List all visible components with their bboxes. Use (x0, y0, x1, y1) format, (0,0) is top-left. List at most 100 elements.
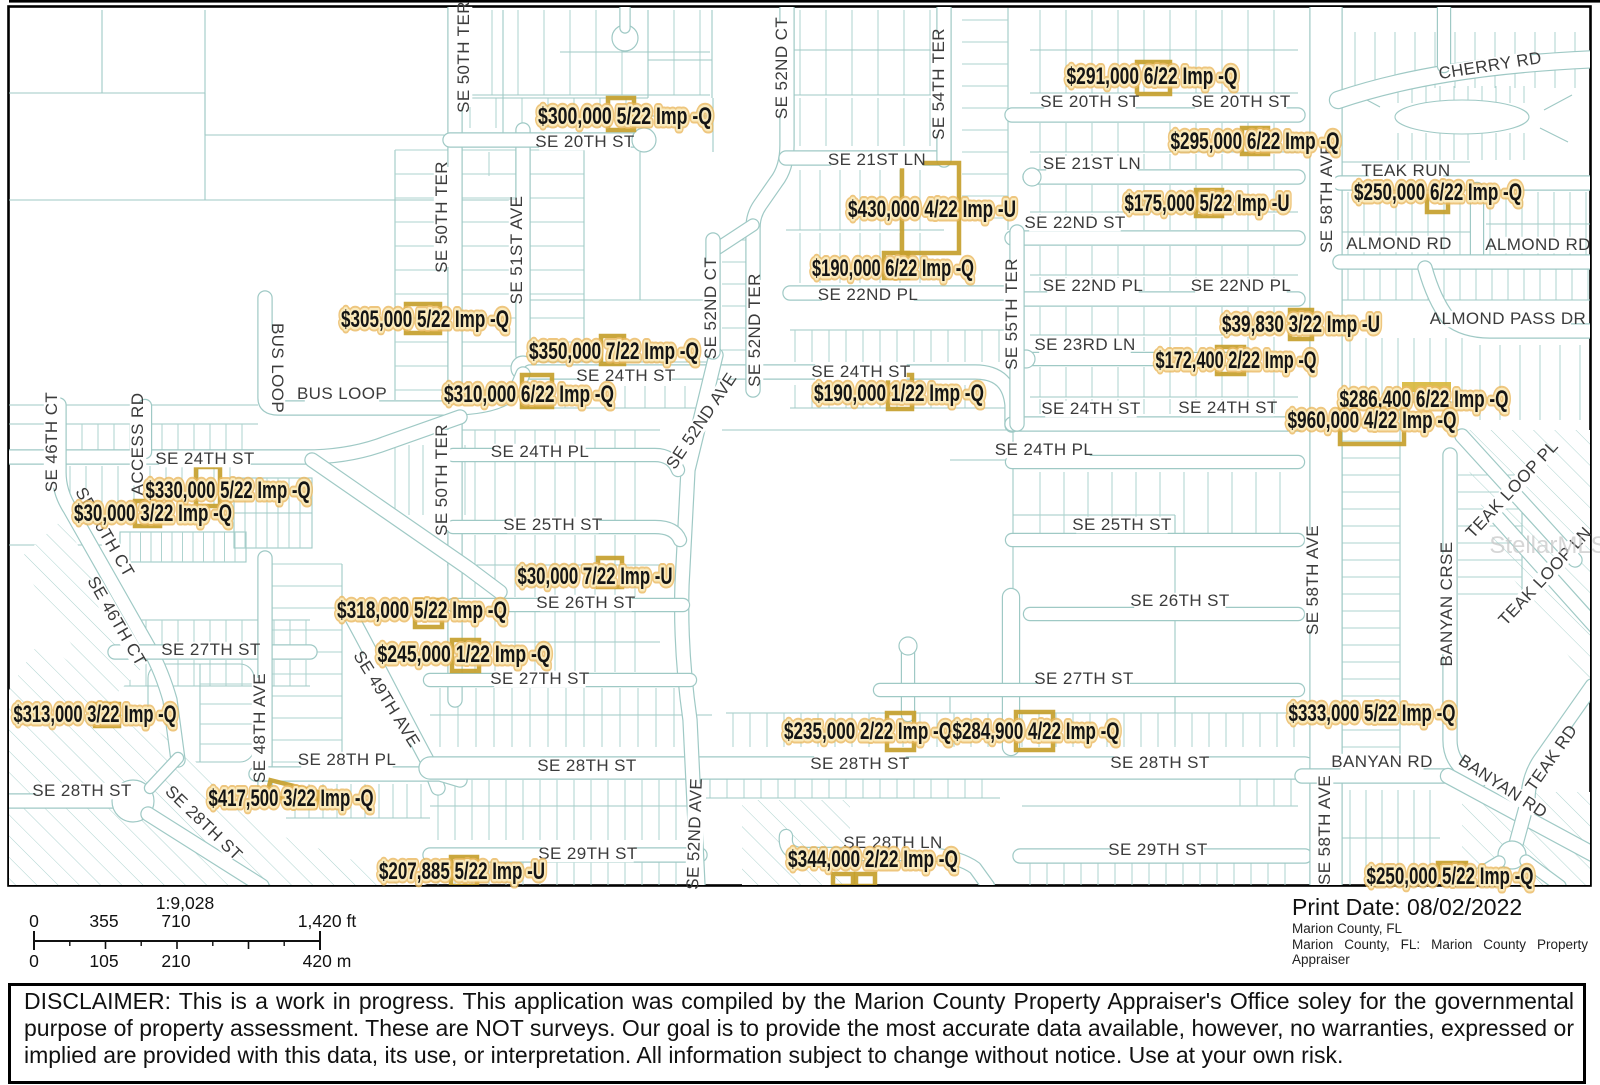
svg-text:$330,000 5/22 Imp -Q: $330,000 5/22 Imp -Q (146, 477, 311, 504)
svg-text:SE 28TH PL: SE 28TH PL (298, 750, 397, 769)
svg-text:$30,000 3/22 Imp -Q: $30,000 3/22 Imp -Q (74, 500, 232, 527)
svg-text:$305,000 5/22 Imp -Q: $305,000 5/22 Imp -Q (341, 306, 509, 333)
svg-text:$295,000 6/22 Imp -Q: $295,000 6/22 Imp -Q (1171, 128, 1340, 155)
svg-text:SE 20TH ST: SE 20TH ST (535, 132, 634, 151)
svg-text:$305,000 5/22 Imp -Q: $305,000 5/22 Imp -Q (341, 306, 509, 333)
svg-text:$207,885 5/22 Imp -U: $207,885 5/22 Imp -U (379, 858, 545, 885)
svg-text:$286,400 6/22 Imp -Q: $286,400 6/22 Imp -Q (1340, 386, 1509, 413)
svg-text:$250,000 6/22 Imp -Q: $250,000 6/22 Imp -Q (1354, 179, 1522, 206)
svg-text:$344,000 2/22 Imp -Q: $344,000 2/22 Imp -Q (788, 846, 958, 873)
svg-text:SE 54TH TER: SE 54TH TER (929, 28, 948, 140)
svg-text:$39,830 3/22 Imp -U: $39,830 3/22 Imp -U (1222, 311, 1380, 338)
svg-text:ALMOND RD: ALMOND RD (1485, 235, 1591, 254)
svg-text:SE 20TH ST: SE 20TH ST (1040, 92, 1139, 111)
svg-text:$250,000 6/22 Imp -Q: $250,000 6/22 Imp -Q (1354, 179, 1522, 206)
svg-text:$291,000 6/22 Imp -Q: $291,000 6/22 Imp -Q (1067, 63, 1238, 90)
svg-text:$310,000 6/22 Imp -Q: $310,000 6/22 Imp -Q (444, 381, 614, 408)
svg-text:SE 58TH AVE: SE 58TH AVE (1315, 775, 1334, 885)
svg-text:SE 55TH TER: SE 55TH TER (1002, 258, 1021, 370)
svg-text:$318,000 5/22 Imp -Q: $318,000 5/22 Imp -Q (337, 597, 507, 624)
svg-text:$417,500 3/22 Imp -Q: $417,500 3/22 Imp -Q (209, 785, 374, 812)
svg-text:$250,000 5/22 Imp -Q: $250,000 5/22 Imp -Q (1367, 863, 1534, 890)
svg-text:0: 0 (29, 951, 39, 971)
svg-text:$286,400 6/22 Imp -Q: $286,400 6/22 Imp -Q (1340, 386, 1509, 413)
svg-text:$207,885 5/22 Imp -U: $207,885 5/22 Imp -U (379, 858, 545, 885)
svg-text:$30,000 3/22 Imp -Q: $30,000 3/22 Imp -Q (74, 500, 232, 527)
svg-text:SE 58TH AVE: SE 58TH AVE (1317, 143, 1336, 253)
svg-text:105: 105 (89, 951, 118, 971)
svg-text:$175,000 5/22 Imp -U: $175,000 5/22 Imp -U (1125, 190, 1290, 217)
svg-text:$300,000 5/22 Imp -Q: $300,000 5/22 Imp -Q (538, 103, 712, 130)
svg-text:710: 710 (161, 911, 190, 931)
svg-text:$295,000 6/22 Imp -Q: $295,000 6/22 Imp -Q (1171, 128, 1340, 155)
svg-text:$250,000 5/22 Imp -Q: $250,000 5/22 Imp -Q (1367, 863, 1534, 890)
svg-text:$333,000 5/22 Imp -Q: $333,000 5/22 Imp -Q (1289, 700, 1456, 727)
svg-text:SE 29TH ST: SE 29TH ST (538, 844, 637, 863)
svg-text:SE 21ST LN: SE 21ST LN (828, 150, 926, 169)
svg-text:BANYAN CRSE: BANYAN CRSE (1437, 541, 1456, 666)
svg-text:$250,000 5/22 Imp -Q: $250,000 5/22 Imp -Q (1367, 863, 1534, 890)
svg-text:$344,000 2/22 Imp -Q: $344,000 2/22 Imp -Q (788, 846, 958, 873)
svg-text:$291,000 6/22 Imp -Q: $291,000 6/22 Imp -Q (1067, 63, 1238, 90)
svg-text:$190,000 6/22 Imp -Q: $190,000 6/22 Imp -Q (812, 255, 974, 282)
svg-text:SE 52ND AVE: SE 52ND AVE (683, 778, 706, 890)
svg-text:$245,000 1/22 Imp -Q: $245,000 1/22 Imp -Q (378, 641, 551, 668)
svg-text:210: 210 (161, 951, 190, 971)
svg-text:$305,000 5/22 Imp -Q: $305,000 5/22 Imp -Q (341, 306, 509, 333)
svg-text:BUS LOOP: BUS LOOP (268, 323, 287, 413)
svg-text:$190,000 6/22 Imp -Q: $190,000 6/22 Imp -Q (812, 255, 974, 282)
svg-text:$172,400 2/22 Imp -Q: $172,400 2/22 Imp -Q (1156, 347, 1317, 374)
svg-text:SE 52ND TER: SE 52ND TER (745, 273, 764, 387)
svg-text:$175,000 5/22 Imp -U: $175,000 5/22 Imp -U (1125, 190, 1290, 217)
svg-text:$417,500 3/22 Imp -Q: $417,500 3/22 Imp -Q (209, 785, 374, 812)
svg-text:$190,000 6/22 Imp -Q: $190,000 6/22 Imp -Q (812, 255, 974, 282)
svg-text:SE 28TH ST: SE 28TH ST (810, 754, 909, 773)
svg-text:ACCESS RD: ACCESS RD (128, 393, 147, 496)
svg-text:$175,000 5/22 Imp -U: $175,000 5/22 Imp -U (1125, 190, 1290, 217)
svg-text:$430,000 4/22 Imp -U: $430,000 4/22 Imp -U (848, 196, 1016, 223)
svg-text:$30,000 7/22 Imp -U: $30,000 7/22 Imp -U (518, 563, 673, 590)
svg-text:SE 50TH TER: SE 50TH TER (432, 424, 451, 536)
svg-text:SE 27TH ST: SE 27TH ST (161, 640, 260, 659)
svg-text:355: 355 (89, 911, 118, 931)
svg-text:$190,000 1/22 Imp -Q: $190,000 1/22 Imp -Q (814, 380, 984, 407)
svg-text:$430,000 4/22 Imp -U: $430,000 4/22 Imp -U (848, 196, 1016, 223)
svg-text:$330,000 5/22 Imp -Q: $330,000 5/22 Imp -Q (146, 477, 311, 504)
svg-text:SE 50TH TER: SE 50TH TER (432, 161, 451, 273)
svg-text:$235,000 2/22 Imp -Q: $235,000 2/22 Imp -Q (784, 718, 952, 745)
svg-text:SE 28TH LN: SE 28TH LN (843, 833, 942, 852)
svg-text:$172,400 2/22 Imp -Q: $172,400 2/22 Imp -Q (1156, 347, 1317, 374)
svg-text:$190,000 1/22 Imp -Q: $190,000 1/22 Imp -Q (814, 380, 984, 407)
svg-text:$313,000 3/22 Imp -Q: $313,000 3/22 Imp -Q (14, 701, 177, 728)
svg-text:SE 25TH ST: SE 25TH ST (503, 515, 602, 534)
svg-text:0: 0 (29, 911, 39, 931)
svg-text:$960,000 4/22 Imp -Q: $960,000 4/22 Imp -Q (1288, 407, 1457, 434)
svg-text:SE 27TH ST: SE 27TH ST (1034, 669, 1133, 688)
svg-text:SE 58TH AVE: SE 58TH AVE (1303, 525, 1322, 635)
svg-text:$344,000 2/22 Imp -Q: $344,000 2/22 Imp -Q (788, 846, 958, 873)
svg-text:$284,900 4/22 Imp -Q: $284,900 4/22 Imp -Q (953, 718, 1120, 745)
svg-text:CHERRY RD: CHERRY RD (1437, 48, 1543, 83)
svg-text:ALMOND RD: ALMOND RD (1346, 234, 1452, 253)
svg-text:SE 27TH ST: SE 27TH ST (490, 669, 589, 688)
svg-text:SE 52ND CT: SE 52ND CT (772, 17, 791, 119)
svg-text:$313,000 3/22 Imp -Q: $313,000 3/22 Imp -Q (14, 701, 177, 728)
svg-text:$235,000 2/22 Imp -Q: $235,000 2/22 Imp -Q (784, 718, 952, 745)
svg-text:$318,000 5/22 Imp -Q: $318,000 5/22 Imp -Q (337, 597, 507, 624)
svg-text:SE 22ND PL: SE 22ND PL (1191, 276, 1291, 295)
svg-text:$350,000 7/22 Imp -Q: $350,000 7/22 Imp -Q (529, 338, 699, 365)
svg-text:SE 21ST LN: SE 21ST LN (1043, 154, 1141, 173)
svg-text:SE 29TH ST: SE 29TH ST (1108, 840, 1207, 859)
svg-text:$350,000 7/22 Imp -Q: $350,000 7/22 Imp -Q (529, 338, 699, 365)
svg-text:$960,000 4/22 Imp -Q: $960,000 4/22 Imp -Q (1288, 407, 1457, 434)
svg-text:$291,000 6/22 Imp -Q: $291,000 6/22 Imp -Q (1067, 63, 1238, 90)
svg-text:SE 24TH ST: SE 24TH ST (1041, 399, 1140, 418)
svg-text:$30,000 7/22 Imp -U: $30,000 7/22 Imp -U (518, 563, 673, 590)
svg-text:SE 46TH CT: SE 46TH CT (42, 392, 61, 492)
svg-text:BUS LOOP: BUS LOOP (297, 384, 387, 403)
svg-text:$300,000 5/22 Imp -Q: $300,000 5/22 Imp -Q (538, 103, 712, 130)
svg-text:$235,000 2/22 Imp -Q: $235,000 2/22 Imp -Q (784, 718, 952, 745)
svg-text:SE 22ND ST: SE 22ND ST (1024, 213, 1125, 232)
svg-text:$250,000 6/22 Imp -Q: $250,000 6/22 Imp -Q (1354, 179, 1522, 206)
svg-text:$295,000 6/22 Imp -Q: $295,000 6/22 Imp -Q (1171, 128, 1340, 155)
